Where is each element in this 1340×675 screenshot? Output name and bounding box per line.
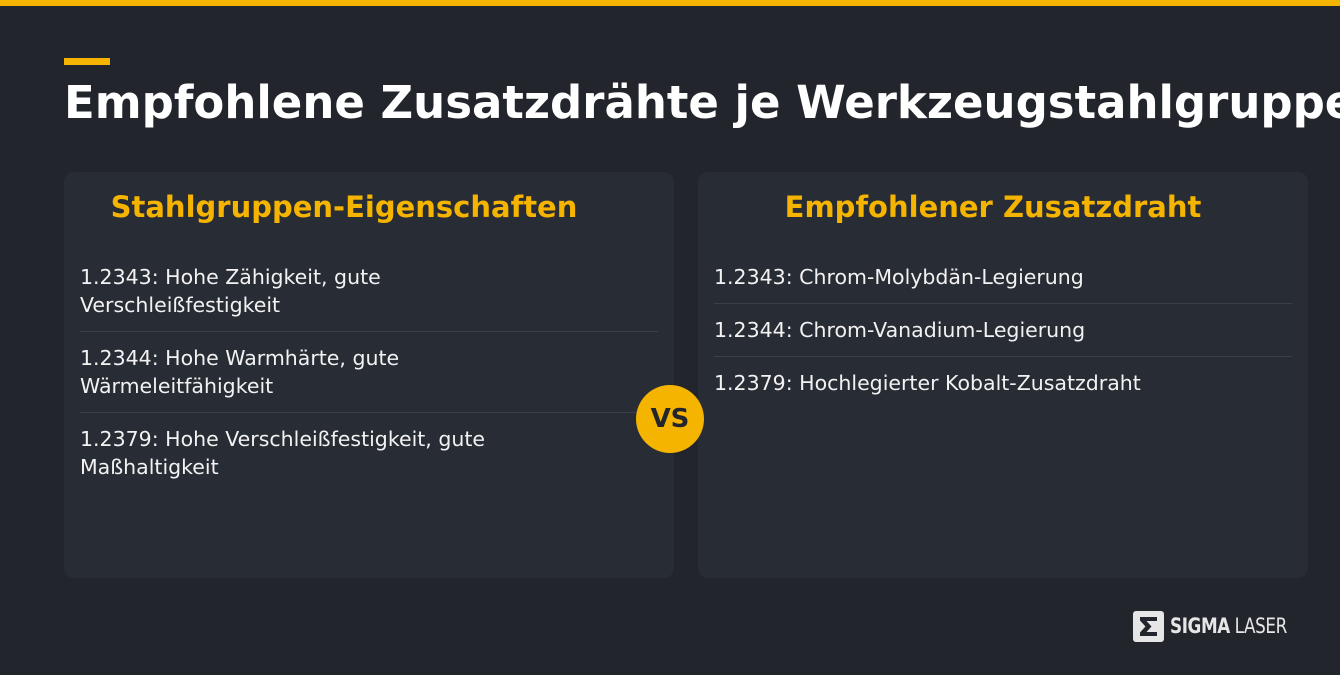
filler-wire-heading: Empfohlener Zusatzdraht: [784, 190, 1202, 224]
logo-wordmark: SIGMA LASER: [1170, 614, 1287, 638]
sigma-laser-logo: SIGMA LASER: [1133, 610, 1316, 642]
list-item: 1.2343: Chrom-Molybdän-Legierung: [714, 251, 1292, 304]
logo-text-bold: SIGMA: [1170, 614, 1230, 638]
list-item: 1.2344: Hohe Warmhärte, gute Wärmeleitfä…: [80, 332, 658, 413]
steel-properties-panel: Stahlgruppen-Eigenschaften 1.2343: Hohe …: [64, 172, 674, 578]
list-item: 1.2379: Hohe Verschleißfestigkeit, gute …: [80, 427, 485, 479]
page-title: Empfohlene Zusatzdrähte je Werkzeugstahl…: [64, 76, 1340, 129]
logo-text-regular: LASER: [1234, 614, 1288, 638]
sigma-logo-icon: [1133, 610, 1164, 642]
title-accent-line: [64, 58, 110, 65]
vs-badge: VS: [636, 385, 704, 453]
top-accent-bar: [0, 0, 1340, 6]
filler-wire-list: 1.2343: Chrom-Molybdän-Legierung 1.2344:…: [714, 251, 1292, 409]
list-item: 1.2343: Hohe Zähigkeit, gute Verschleißf…: [80, 251, 658, 332]
steel-properties-heading: Stahlgruppen-Eigenschaften: [110, 190, 578, 224]
filler-wire-panel: Empfohlener Zusatzdraht 1.2343: Chrom-Mo…: [698, 172, 1308, 578]
list-item: 1.2344: Chrom-Vanadium-Legierung: [714, 304, 1292, 357]
list-item: 1.2379: Hochlegierter Kobalt-Zusatzdraht: [714, 371, 1141, 395]
steel-properties-list: 1.2343: Hohe Zähigkeit, gute Verschleißf…: [80, 251, 658, 493]
